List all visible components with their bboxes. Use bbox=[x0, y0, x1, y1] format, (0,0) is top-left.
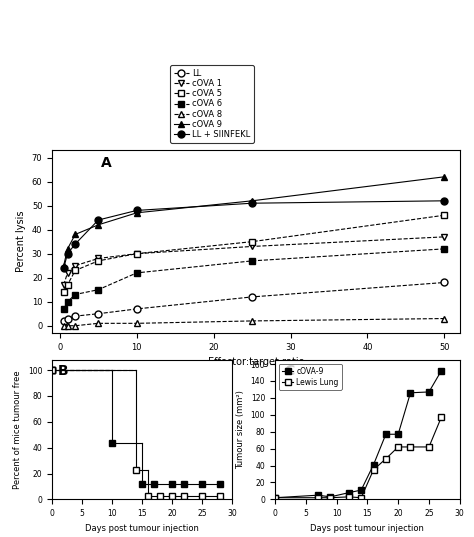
Line: cOVA 8: cOVA 8 bbox=[60, 315, 448, 329]
cOVA 1 bbox=[73, 263, 78, 269]
Lewis Lung bbox=[315, 495, 321, 501]
LL bbox=[249, 294, 255, 300]
cOVA-9 bbox=[371, 461, 376, 468]
cOVA 8 bbox=[95, 320, 101, 326]
LL + SIINFEKL bbox=[249, 200, 255, 206]
Lewis Lung bbox=[358, 495, 364, 501]
Line: cOVA 5: cOVA 5 bbox=[60, 212, 448, 295]
LL bbox=[95, 310, 101, 317]
X-axis label: Days post tumour injection: Days post tumour injection bbox=[310, 524, 424, 533]
Y-axis label: Percent of mice tumour free: Percent of mice tumour free bbox=[13, 371, 22, 489]
cOVA 5 bbox=[73, 267, 78, 274]
Text: C: C bbox=[284, 364, 294, 378]
cOVA 9 bbox=[95, 222, 101, 228]
cOVA 8 bbox=[134, 320, 139, 326]
cOVA-9 bbox=[328, 494, 333, 500]
LL + SIINFEKL bbox=[64, 250, 70, 257]
cOVA 6 bbox=[73, 291, 78, 297]
cOVA 9 bbox=[442, 173, 447, 180]
LL + SIINFEKL bbox=[61, 265, 66, 271]
X-axis label: Days post tumour injection: Days post tumour injection bbox=[85, 524, 199, 533]
cOVA 1 bbox=[61, 282, 66, 288]
cOVA-9 bbox=[358, 487, 364, 494]
cOVA 9 bbox=[249, 198, 255, 204]
Lewis Lung bbox=[383, 455, 389, 462]
cOVA 1 bbox=[64, 270, 70, 276]
cOVA 5 bbox=[61, 289, 66, 295]
LL bbox=[73, 313, 78, 320]
cOVA-9 bbox=[426, 389, 432, 395]
cOVA 6 bbox=[442, 245, 447, 252]
cOVA-9 bbox=[346, 489, 352, 496]
cOVA 9 bbox=[134, 209, 139, 216]
Lewis Lung bbox=[395, 444, 401, 450]
cOVA 6 bbox=[95, 286, 101, 293]
cOVA 8 bbox=[73, 323, 78, 329]
Lewis Lung bbox=[426, 444, 432, 450]
cOVA-9 bbox=[315, 492, 321, 498]
LL bbox=[61, 318, 66, 324]
Lewis Lung bbox=[346, 494, 352, 500]
cOVA 6 bbox=[61, 306, 66, 312]
LL + SIINFEKL bbox=[134, 207, 139, 214]
cOVA 1 bbox=[249, 243, 255, 250]
cOVA-9 bbox=[383, 431, 389, 438]
Legend: LL, cOVA 1, cOVA 5, cOVA 6, cOVA 8, cOVA 9, LL + SIINFEKL: LL, cOVA 1, cOVA 5, cOVA 6, cOVA 8, cOVA… bbox=[171, 66, 254, 142]
cOVA 9 bbox=[61, 263, 66, 269]
Y-axis label: Tumour size (mm²): Tumour size (mm²) bbox=[236, 390, 245, 469]
cOVA 5 bbox=[64, 282, 70, 288]
cOVA-9 bbox=[395, 431, 401, 438]
LL + SIINFEKL bbox=[95, 217, 101, 223]
cOVA-9 bbox=[272, 495, 278, 501]
Y-axis label: Percent lysis: Percent lysis bbox=[16, 211, 26, 272]
Lewis Lung bbox=[371, 467, 376, 473]
cOVA 8 bbox=[64, 323, 70, 329]
LL bbox=[134, 306, 139, 312]
Line: cOVA 1: cOVA 1 bbox=[60, 234, 448, 288]
Lewis Lung bbox=[272, 495, 278, 501]
cOVA 1 bbox=[134, 250, 139, 257]
cOVA 1 bbox=[442, 234, 447, 240]
cOVA 6 bbox=[249, 258, 255, 264]
LL bbox=[64, 315, 70, 322]
Text: A: A bbox=[101, 156, 112, 170]
cOVA 9 bbox=[73, 231, 78, 238]
cOVA 5 bbox=[249, 238, 255, 245]
LL + SIINFEKL bbox=[442, 198, 447, 204]
Line: cOVA 6: cOVA 6 bbox=[60, 245, 448, 313]
cOVA 6 bbox=[64, 299, 70, 305]
cOVA 8 bbox=[249, 318, 255, 324]
Line: cOVA-9: cOVA-9 bbox=[272, 367, 445, 501]
cOVA 5 bbox=[134, 250, 139, 257]
Line: LL: LL bbox=[60, 279, 448, 324]
cOVA 6 bbox=[134, 270, 139, 276]
Lewis Lung bbox=[408, 444, 413, 450]
Line: LL + SIINFEKL: LL + SIINFEKL bbox=[60, 197, 448, 272]
Line: Lewis Lung: Lewis Lung bbox=[272, 414, 445, 501]
Legend: cOVA-9, Lewis Lung: cOVA-9, Lewis Lung bbox=[279, 364, 342, 390]
cOVA-9 bbox=[408, 389, 413, 396]
cOVA 1 bbox=[95, 255, 101, 262]
cOVA-9 bbox=[438, 367, 444, 374]
cOVA 9 bbox=[64, 245, 70, 252]
cOVA 5 bbox=[95, 258, 101, 264]
cOVA 8 bbox=[442, 315, 447, 322]
LL bbox=[442, 279, 447, 286]
Lewis Lung bbox=[438, 414, 444, 420]
cOVA 5 bbox=[442, 212, 447, 219]
Text: B: B bbox=[57, 364, 68, 378]
Lewis Lung bbox=[328, 495, 333, 501]
cOVA 8 bbox=[61, 323, 66, 329]
X-axis label: Effector:target ratio: Effector:target ratio bbox=[208, 357, 304, 367]
Line: cOVA 9: cOVA 9 bbox=[60, 173, 448, 269]
LL + SIINFEKL bbox=[73, 241, 78, 247]
